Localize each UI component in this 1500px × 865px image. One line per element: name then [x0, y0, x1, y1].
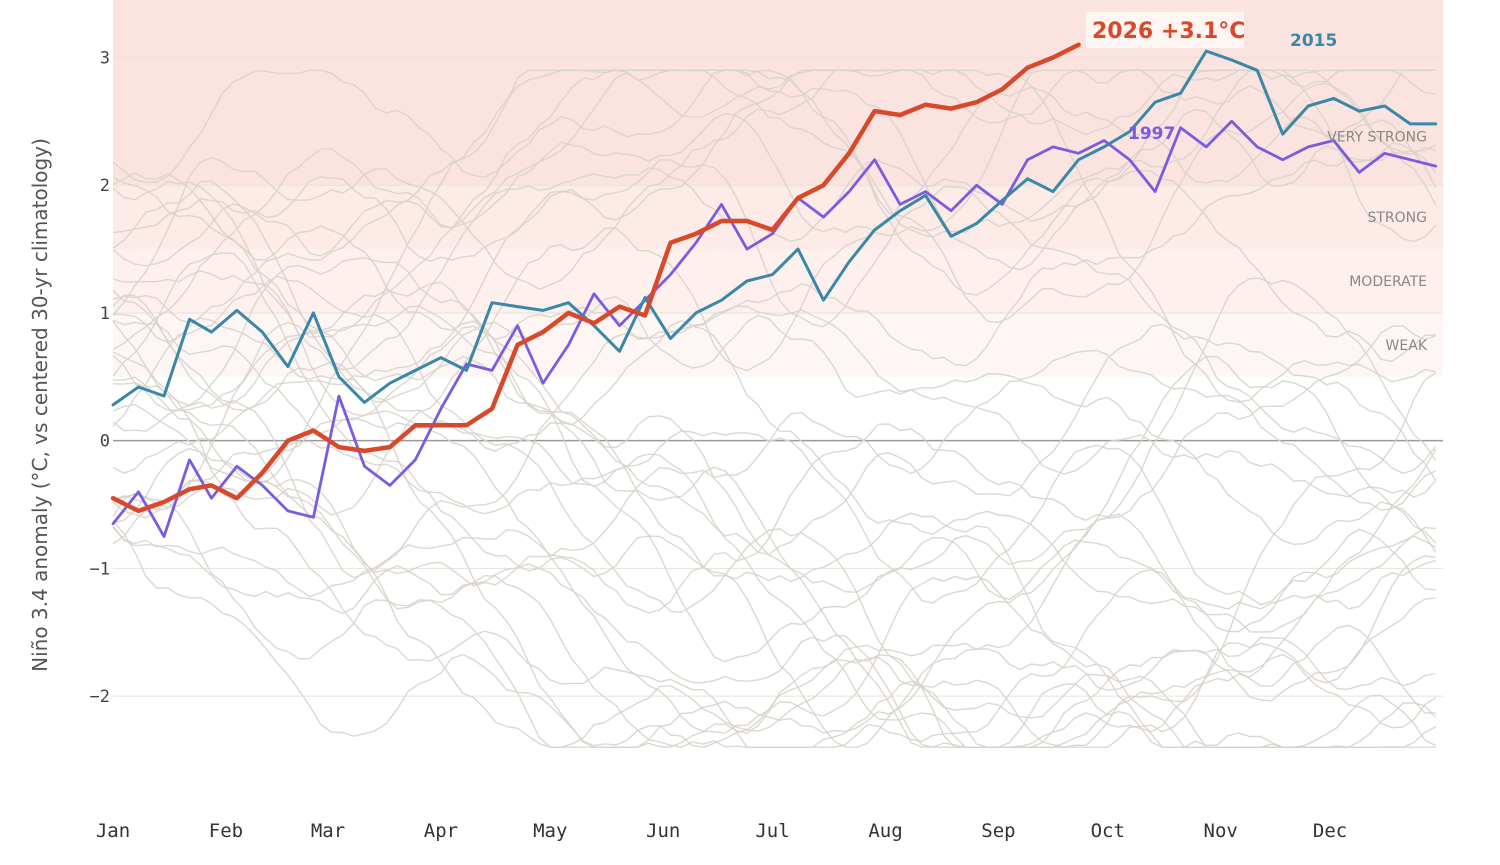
background-year-line [112, 372, 1437, 748]
background-years [112, 69, 1437, 748]
y-axis-ticks: −2 −1 0 1 2 3 [90, 48, 110, 707]
x-tick-label: Apr [424, 820, 458, 842]
background-year-line [112, 86, 1437, 516]
x-tick-label: Jul [755, 820, 789, 842]
band-strong [113, 185, 1443, 250]
x-tick-label: Aug [868, 820, 902, 842]
x-tick-label: Dec [1313, 820, 1347, 842]
background-year-line [112, 69, 1436, 267]
series-label-1997: 1997 [1128, 124, 1175, 144]
background-year-line [112, 361, 1436, 748]
background-year-line [113, 69, 1437, 483]
band-label: STRONG [1367, 210, 1427, 226]
x-tick-label: Jun [646, 820, 680, 842]
y-tick-label: −2 [90, 687, 110, 707]
background-year-line [112, 146, 1436, 579]
x-tick-label: Feb [209, 820, 243, 842]
background-year-line [112, 69, 1437, 243]
background-year-line [112, 320, 1437, 587]
band-label: MODERATE [1349, 274, 1427, 290]
series-line-2015 [111, 49, 1438, 407]
y-tick-label: 3 [100, 48, 110, 68]
x-tick-label: May [533, 820, 567, 842]
x-tick-label: Mar [311, 820, 345, 842]
series-label-2015: 2015 [1290, 31, 1337, 51]
x-axis-ticks: Jan Feb Mar Apr May Jun Jul Aug Sep Oct Nov Dec [96, 820, 1347, 842]
y-tick-label: 1 [100, 304, 110, 324]
background-year-line [112, 69, 1436, 363]
background-year-line [112, 423, 1436, 614]
band-label: VERY STRONG [1327, 130, 1427, 146]
background-year-line [112, 277, 1437, 748]
band-label: WEAK [1386, 338, 1428, 354]
background-year-line [112, 281, 1437, 748]
background-year-line [112, 69, 1437, 512]
y-tick-label: 2 [100, 176, 110, 196]
background-year-line [112, 257, 1437, 748]
background-year-line [112, 492, 1436, 748]
x-tick-label: Jan [96, 820, 130, 842]
band-labels: WEAK MODERATE STRONG VERY STRONG [1327, 130, 1428, 354]
y-axis-label: Niño 3.4 anomaly (°C, vs centered 30-yr … [28, 138, 52, 672]
x-tick-label: Sep [981, 820, 1015, 842]
intensity-bands [113, 0, 1443, 377]
current-label: 2026 +3.1°C [1092, 19, 1245, 44]
x-tick-label: Nov [1204, 820, 1238, 842]
background-year-line [112, 172, 1436, 512]
background-year-line [112, 159, 1437, 475]
background-year-line [112, 403, 1437, 748]
y-tick-label: −1 [90, 559, 110, 579]
background-year-line [112, 526, 1436, 748]
band-moderate [113, 249, 1443, 313]
background-year-line [112, 410, 1437, 748]
background-year-line [112, 69, 1436, 351]
x-tick-label: Oct [1091, 820, 1125, 842]
background-year-line [112, 69, 1436, 403]
background-year-line [112, 305, 1436, 606]
background-year-line [112, 270, 1436, 633]
y-tick-label: 0 [100, 432, 110, 452]
series-line-2026 [110, 42, 1081, 514]
highlight-series [110, 42, 1438, 538]
series-line-1997 [111, 119, 1438, 538]
background-year-line [112, 176, 1437, 556]
current-label-box [1086, 12, 1244, 48]
background-year-line [112, 275, 1437, 663]
series-labels: 2015 1997 2026 +3.1°C [1086, 12, 1337, 144]
